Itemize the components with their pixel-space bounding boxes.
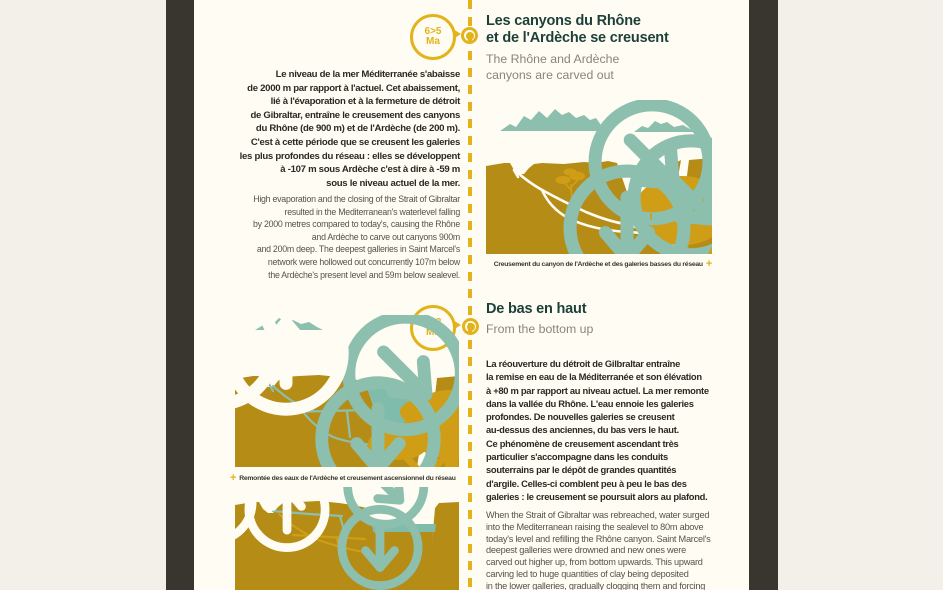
timeline-dot-core <box>467 323 475 331</box>
timeline-badge-pointer <box>453 29 461 39</box>
plus-icon: + <box>230 472 237 484</box>
section1-title-english: The Rhône and Ardèche canyons are carved… <box>486 52 620 82</box>
section2-title-english: From the bottom up <box>486 322 594 336</box>
section2-title-french: De bas en haut <box>486 301 587 317</box>
mountain-icon <box>500 109 605 131</box>
timeline-dot-icon <box>461 27 478 44</box>
section1-english-paragraph: High evaporation and the closing of the … <box>252 194 460 280</box>
cave-gallery-line <box>291 533 367 541</box>
timeline-dashed-line <box>468 0 472 590</box>
cave-gallery-line <box>512 168 520 179</box>
section2-french-paragraph: La réouverture du détroit de Gilbraltar … <box>486 358 709 502</box>
section2-english-paragraph: When the Strait of Gibraltar was rebreac… <box>486 510 711 590</box>
section1-title-french: Les canyons du Rhône et de l'Ardèche se … <box>486 13 669 46</box>
timeline-dot-core <box>466 32 474 40</box>
cave-gallery-line <box>335 537 342 554</box>
diagram-upward-carving <box>229 487 459 590</box>
diagram-canyon-carving <box>486 100 712 254</box>
panel-frame-left <box>166 0 194 590</box>
cave-gallery-line <box>540 188 641 235</box>
diagram1-caption: Creusement du canyon de l'Ardèche et des… <box>480 258 713 270</box>
diagram2-caption: + Remontée des eaux de l'Ardèche et creus… <box>230 472 468 484</box>
timeline-dot-icon <box>462 318 479 335</box>
cave-gallery-line <box>345 409 352 439</box>
cave-gallery-line <box>267 382 275 393</box>
diagram-water-rising <box>229 315 459 467</box>
mountain-icon <box>634 121 695 132</box>
timeline-badge-6-5-ma: 6>5 Ma <box>410 14 456 60</box>
section1-french-paragraph: Le niveau de la mer Méditerranée s'abais… <box>239 69 461 189</box>
timeline-badge-pointer <box>453 320 461 330</box>
panel-frame-right <box>749 0 778 590</box>
diagram1-caption-text: Creusement du canyon de l'Ardèche et des… <box>493 261 703 268</box>
plus-icon: + <box>705 258 712 270</box>
diagram2-caption-text: Remontée des eaux de l'Ardèche et creuse… <box>239 475 456 482</box>
cave-gallery-line <box>338 514 345 529</box>
canyon-far-rim <box>428 502 459 590</box>
